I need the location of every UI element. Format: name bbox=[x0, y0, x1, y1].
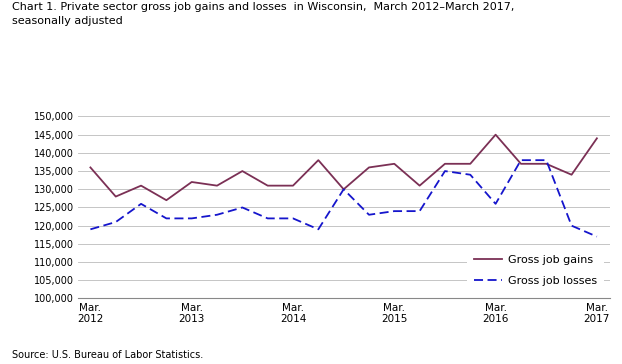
Gross job gains bbox=[365, 165, 373, 170]
Gross job losses bbox=[593, 234, 601, 239]
Gross job losses bbox=[391, 209, 398, 213]
Gross job gains bbox=[264, 183, 271, 188]
Line: Gross job losses: Gross job losses bbox=[90, 160, 597, 237]
Gross job losses bbox=[466, 173, 474, 177]
Gross job gains bbox=[289, 183, 297, 188]
Line: Gross job gains: Gross job gains bbox=[90, 135, 597, 200]
Gross job gains bbox=[542, 162, 550, 166]
Gross job losses bbox=[162, 216, 170, 221]
Gross job gains bbox=[492, 132, 499, 137]
Gross job gains bbox=[112, 194, 119, 199]
Legend: Gross job gains, Gross job losses: Gross job gains, Gross job losses bbox=[467, 249, 604, 293]
Gross job losses bbox=[86, 227, 94, 232]
Gross job losses bbox=[441, 169, 448, 173]
Gross job gains bbox=[86, 165, 94, 170]
Gross job losses bbox=[517, 158, 524, 162]
Gross job losses bbox=[542, 158, 550, 162]
Gross job losses bbox=[137, 202, 145, 206]
Gross job losses bbox=[315, 227, 322, 232]
Text: Chart 1. Private sector gross job gains and losses  in Wisconsin,  March 2012–Ma: Chart 1. Private sector gross job gains … bbox=[12, 2, 515, 12]
Gross job gains bbox=[391, 162, 398, 166]
Gross job losses bbox=[416, 209, 424, 213]
Gross job gains bbox=[517, 162, 524, 166]
Gross job losses bbox=[568, 223, 575, 228]
Gross job gains bbox=[593, 136, 601, 141]
Gross job losses bbox=[365, 213, 373, 217]
Gross job gains bbox=[162, 198, 170, 202]
Gross job losses bbox=[289, 216, 297, 221]
Gross job gains bbox=[340, 187, 347, 191]
Gross job losses bbox=[264, 216, 271, 221]
Gross job gains bbox=[315, 158, 322, 162]
Gross job losses bbox=[340, 187, 347, 191]
Gross job gains bbox=[568, 173, 575, 177]
Gross job gains bbox=[416, 183, 424, 188]
Text: Source: U.S. Bureau of Labor Statistics.: Source: U.S. Bureau of Labor Statistics. bbox=[12, 351, 203, 360]
Gross job losses bbox=[188, 216, 195, 221]
Gross job gains bbox=[188, 180, 195, 184]
Gross job losses bbox=[492, 202, 499, 206]
Gross job gains bbox=[441, 162, 448, 166]
Gross job gains bbox=[137, 183, 145, 188]
Gross job losses bbox=[112, 220, 119, 224]
Text: seasonally adjusted: seasonally adjusted bbox=[12, 16, 123, 26]
Gross job gains bbox=[239, 169, 246, 173]
Gross job losses bbox=[239, 205, 246, 210]
Gross job losses bbox=[213, 213, 221, 217]
Gross job gains bbox=[466, 162, 474, 166]
Gross job gains bbox=[213, 183, 221, 188]
